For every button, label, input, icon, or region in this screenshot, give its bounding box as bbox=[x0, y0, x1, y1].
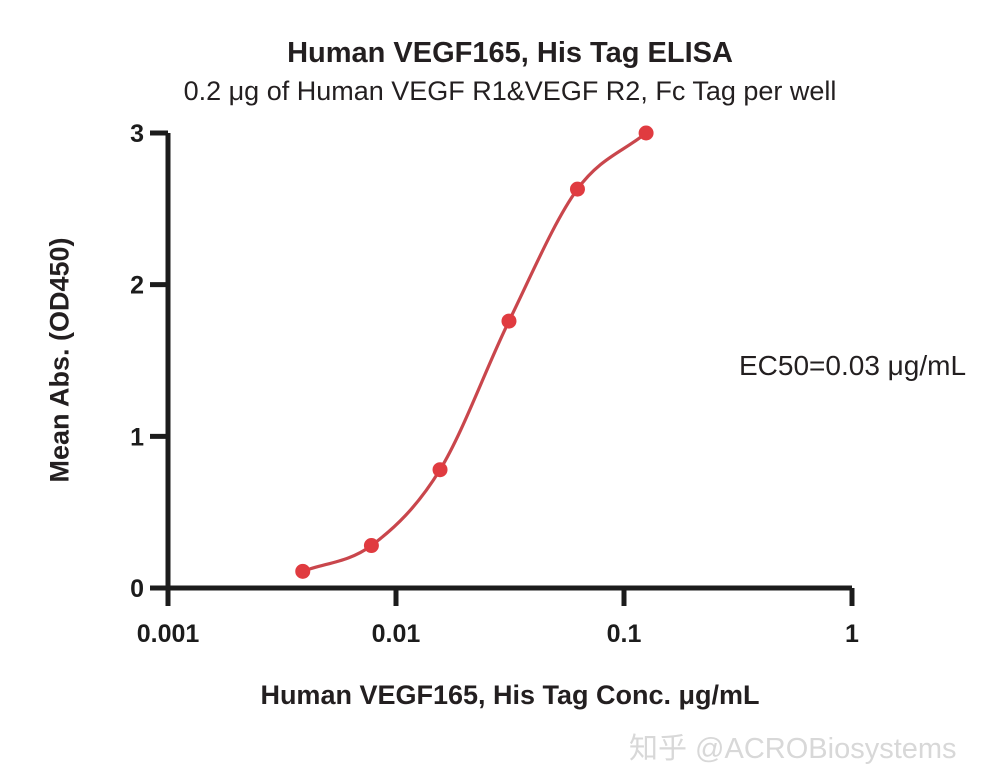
x-axis-label: Human VEGF165, His Tag Conc. μg/mL bbox=[260, 680, 760, 710]
data-point bbox=[432, 462, 448, 478]
data-point bbox=[638, 125, 654, 141]
x-tick-label: 0.01 bbox=[372, 620, 421, 648]
x-tick-label: 1 bbox=[845, 620, 859, 648]
data-point bbox=[363, 538, 379, 554]
x-tick-label: 0.1 bbox=[607, 620, 642, 648]
chart-subtitle: 0.2 μg of Human VEGF R1&VEGF R2, Fc Tag … bbox=[183, 76, 837, 106]
data-point bbox=[501, 313, 517, 329]
y-tick-label: 2 bbox=[130, 272, 144, 300]
y-tick-label: 1 bbox=[130, 423, 144, 451]
data-point bbox=[295, 563, 311, 579]
y-tick-label: 0 bbox=[130, 575, 144, 603]
y-tick-label: 3 bbox=[130, 120, 144, 148]
ec50-annotation: EC50=0.03 μg/mL bbox=[739, 350, 967, 381]
dose-response-curve bbox=[302, 131, 648, 573]
x-tick-label: 0.001 bbox=[137, 620, 200, 648]
watermark-text: 知乎 @ACROBiosystems bbox=[629, 733, 957, 765]
chart-title: Human VEGF165, His Tag ELISA bbox=[287, 37, 733, 69]
data-point bbox=[569, 181, 585, 197]
